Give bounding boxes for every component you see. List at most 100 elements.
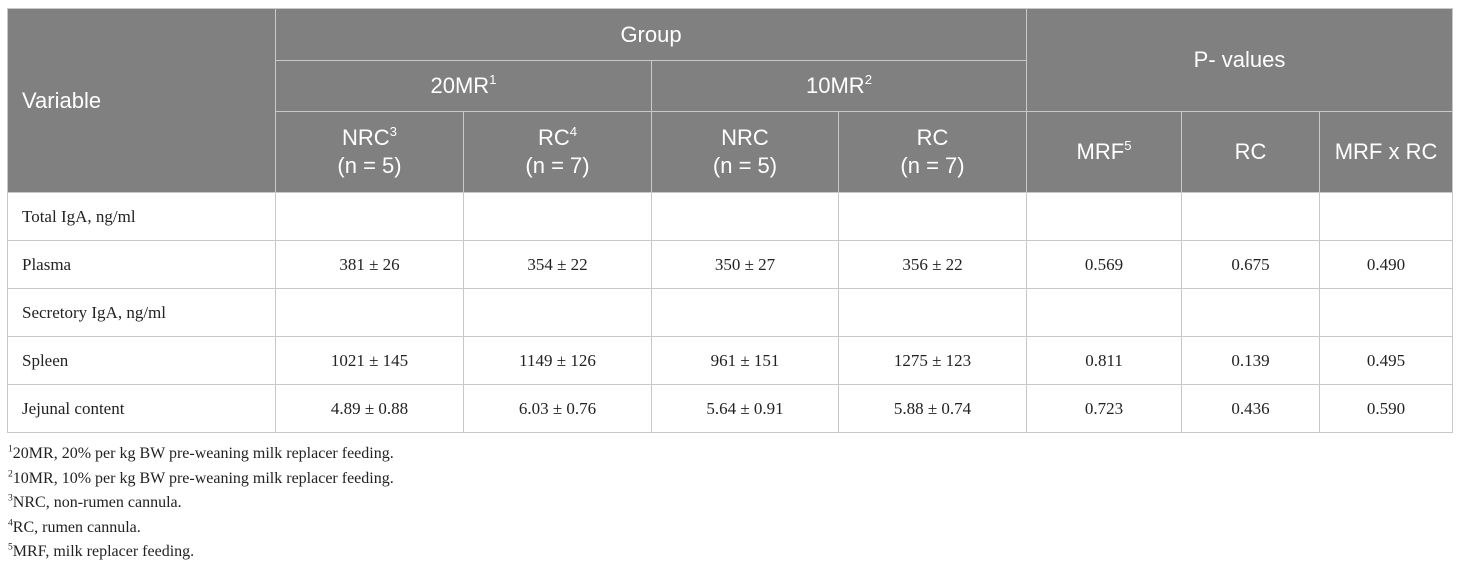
- table-cell: 0.675: [1181, 240, 1321, 289]
- column-label: MRF5: [1027, 138, 1181, 166]
- sample-size: (n = 5): [337, 153, 402, 178]
- column-label: RC: [1182, 138, 1319, 166]
- column-label: RC4: [464, 124, 651, 152]
- header-cell: P- values: [1026, 8, 1454, 112]
- header-cell: RC4 (n = 7): [463, 111, 652, 193]
- column-name: NRC: [341, 125, 390, 150]
- footnote: 120MR, 20% per kg BW pre-weaning milk re…: [8, 442, 394, 467]
- footnote-text: 20MR, 20% per kg BW pre-weaning milk rep…: [12, 445, 394, 462]
- table-cell: 5.88 ± 0.74: [837, 384, 1028, 433]
- group-label: 10MR: [806, 73, 865, 98]
- footnote: 5MRF, milk replacer feeding.: [8, 540, 394, 565]
- table-cell: [651, 192, 839, 241]
- table-cell: [1319, 288, 1454, 337]
- table-cell: 4.89 ± 0.88: [275, 384, 464, 433]
- table-cell: 0.495: [1319, 336, 1454, 385]
- column-label: NRC3: [276, 124, 463, 152]
- header-cell: MRF5: [1026, 111, 1183, 193]
- table-cell: 0.723: [1026, 384, 1183, 433]
- table-cell: 381 ± 26: [275, 240, 464, 289]
- sample-size: (n = 7): [525, 153, 590, 178]
- table-cell: 356 ± 22: [837, 240, 1028, 289]
- table-row: Secretory IgA, ng/ml: [7, 288, 1454, 337]
- table-cell: 350 ± 27: [651, 240, 839, 289]
- header-cell: Group: [274, 8, 1028, 61]
- table-cell: Total IgA, ng/ml: [7, 192, 276, 241]
- table-cell: [1181, 288, 1321, 337]
- table-cell: 1021 ± 145: [275, 336, 464, 385]
- table-cell: [275, 192, 464, 241]
- header-row: NRC3 (n = 5) RC4 (n = 7) NRC (n = 5) RC (n = 7)…: [8, 111, 1454, 193]
- footnote-ref: 5: [1124, 137, 1132, 153]
- column-name: NRC: [721, 125, 769, 150]
- data-table: Variable Group P- values 20MR1 10MR2 NRC3 (n =…: [7, 8, 1454, 433]
- column-name: RC: [1234, 139, 1267, 164]
- table-cell: [1319, 192, 1454, 241]
- table-cell: 0.490: [1319, 240, 1454, 289]
- table-cell: [463, 192, 652, 241]
- table-cell: [463, 288, 652, 337]
- table-row: Jejunal content 4.89 ± 0.88 6.03 ± 0.76 5.6…: [7, 384, 1454, 433]
- table-cell: [1026, 288, 1183, 337]
- table-cell: 0.811: [1026, 336, 1183, 385]
- header-cell: 20MR1: [275, 60, 652, 112]
- footnote-ref: 1: [489, 71, 497, 87]
- table-cell: 354 ± 22: [463, 240, 652, 289]
- table-cell: Secretory IgA, ng/ml: [7, 288, 276, 337]
- table-cell: 0.590: [1319, 384, 1454, 433]
- table-cell: [1026, 192, 1183, 241]
- table-cell: [275, 288, 464, 337]
- table-cell: [837, 288, 1028, 337]
- table-cell: 1275 ± 123: [837, 336, 1028, 385]
- header-cell: MRF x RC: [1319, 111, 1454, 193]
- header-cell: RC (n = 7): [837, 111, 1028, 193]
- column-name: MRF x RC: [1334, 139, 1438, 164]
- table-cell: Plasma: [7, 240, 276, 289]
- header-cell: 10MR2: [650, 60, 1028, 112]
- column-name: RC: [916, 125, 949, 150]
- column-label: MRF x RC: [1320, 138, 1452, 166]
- sample-size: (n = 7): [900, 153, 965, 178]
- footnote-text: MRF, milk replacer feeding.: [12, 543, 195, 560]
- footnote-number: 4: [8, 516, 13, 528]
- column-name: MRF: [1076, 139, 1125, 164]
- header-cell: RC: [1181, 111, 1321, 193]
- footnote-ref: 4: [569, 123, 578, 139]
- footnote-number: 2: [8, 467, 13, 479]
- header-row: 20MR1 10MR2: [8, 60, 1453, 112]
- footnote-number: 3: [8, 492, 13, 504]
- footnote-number: 1: [8, 443, 13, 455]
- footnote-ref: 2: [864, 71, 873, 87]
- header-row: Variable Group P- values: [7, 8, 1454, 193]
- footnote-text: 10MR, 10% per kg BW pre-weaning milk rep…: [12, 469, 394, 487]
- header-cell: Variable: [7, 8, 276, 193]
- column-label: RC: [839, 124, 1026, 152]
- table-cell: 0.436: [1181, 384, 1321, 433]
- sample-size: (n = 5): [712, 153, 778, 178]
- footnote: 4RC, rumen cannula.: [8, 516, 394, 541]
- footnote-number: 5: [8, 541, 13, 553]
- footnote: 3NRC, non-rumen cannula.: [8, 491, 394, 516]
- header-cell: NRC3 (n = 5): [275, 111, 464, 193]
- table-cell: 0.139: [1181, 336, 1321, 385]
- table-row: Plasma 381 ± 26 354 ± 22 350 ± 27 356 ± 22 0.…: [7, 240, 1454, 289]
- footnotes: 120MR, 20% per kg BW pre-weaning milk re…: [8, 442, 394, 565]
- header-cell: NRC (n = 5): [651, 111, 839, 193]
- table-row: Spleen 1021 ± 145 1149 ± 126 961 ± 151 1275 …: [7, 336, 1454, 385]
- table-cell: Spleen: [7, 336, 276, 385]
- column-label: NRC: [652, 124, 838, 152]
- table-cell: 1149 ± 126: [463, 336, 652, 385]
- table-cell: [1181, 192, 1321, 241]
- table-row: Total IgA, ng/ml: [7, 192, 1454, 241]
- table-cell: 5.64 ± 0.91: [651, 384, 839, 433]
- footnote-text: RC, rumen cannula.: [12, 518, 141, 536]
- group-label: 20MR: [430, 73, 490, 98]
- table-body: Total IgA, ng/ml Plasma 381 ± 26 354 ± 22 35…: [7, 192, 1454, 433]
- table-cell: 961 ± 151: [651, 336, 839, 385]
- footnote-ref: 3: [389, 123, 397, 139]
- footnote: 210MR, 10% per kg BW pre-weaning milk re…: [8, 467, 394, 492]
- table-cell: [837, 192, 1028, 241]
- table-cell: 0.569: [1026, 240, 1183, 289]
- column-name: RC: [537, 125, 570, 150]
